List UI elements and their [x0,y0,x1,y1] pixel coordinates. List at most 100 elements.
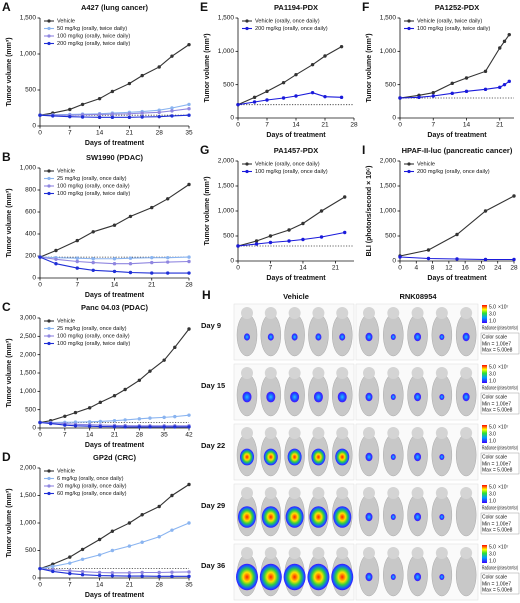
data-point [68,569,72,573]
signal [414,572,422,582]
scale-box [480,332,520,355]
mouse-head [336,547,349,559]
mouse-head [411,547,424,559]
mouse-head [411,307,424,319]
data-point [464,89,469,94]
data-point [323,54,327,58]
data-point [265,98,269,102]
mouse-head [387,307,400,319]
mouse-head [411,427,424,439]
legend-marker [47,169,51,173]
color-bar [482,485,487,503]
data-point [187,42,191,47]
y-tick-label: 0 [32,275,36,282]
signal [365,392,373,402]
color-bar-tick: 3.0 [489,431,496,437]
signal [390,514,396,520]
data-point [98,419,103,424]
data-point [137,425,142,429]
signal [439,454,445,460]
data-point [170,106,174,110]
x-tick-label: 0 [38,582,42,589]
x-tick-label: 7 [431,122,435,129]
data-point [187,574,191,579]
data-point [127,81,132,86]
signal [390,334,396,340]
mouse-head [387,427,400,439]
data-point [150,260,154,265]
data-point [157,574,161,579]
legend-marker [407,162,411,166]
panel-letter: A [2,0,11,14]
signal [365,572,373,582]
y-tick-label: 1,000 [20,388,37,395]
legend-label: 6 mg/kg (orally, once daily) [57,476,124,482]
series-line [237,92,342,106]
color-bar-exponent: ×10⁷ [498,424,508,430]
data-point [287,228,291,232]
data-point [127,112,132,116]
signal [315,333,322,341]
legend-marker [407,26,411,31]
legend-label: Vehicle (orally, twice daily) [417,18,482,24]
x-tick-label: 0 [236,122,240,129]
mouse-head [435,367,448,379]
data-point [162,358,166,362]
mouse-head [241,547,253,559]
y-tick-label: 1,000 [20,520,37,527]
data-point [51,564,55,569]
legend-label: 25 mg/kg (orally, once daily) [57,176,127,182]
x-tick-label: 0 [38,432,42,439]
data-point [157,110,161,115]
data-point [140,513,144,517]
row-label: Day 29 [201,501,225,510]
data-point [97,570,102,575]
mouse-head [264,487,277,499]
panel-letter: F [362,0,369,14]
data-point [162,415,166,420]
x-tick-label: 21 [332,265,340,272]
signal [287,448,302,466]
signal [290,391,300,403]
x-tick-label: 21 [111,432,119,439]
data-point [38,566,42,571]
data-point [91,257,95,261]
y-tick-label: 200 [25,253,36,260]
signal [365,512,373,522]
data-point [110,89,115,94]
scale-max: Max = 5.00e8 [482,467,513,473]
y-tick-label: 1,500 [218,183,235,190]
data-point [123,418,127,422]
data-point [112,269,117,274]
data-point [98,424,103,429]
mouse [455,493,477,537]
x-tick-label: 28 [156,130,164,137]
x-axis-label: Days of treatment [427,275,487,282]
signal [439,394,445,400]
data-point [426,248,431,252]
scale-min: Min = 1.00e7 [482,521,511,527]
mouse-head [312,307,325,319]
data-point [80,115,85,119]
mouse-head [264,547,277,559]
legend-marker [47,334,51,338]
y-tick-label: 2,000 [380,158,397,165]
panel-letter: B [2,150,11,164]
data-point [426,256,431,261]
data-point [87,406,92,410]
legend-marker [47,19,51,23]
scale-title: Color scale [482,454,507,460]
scale-title: Color scale [482,334,507,340]
scale-title: Color scale [482,574,507,580]
color-bar-exponent: ×10⁷ [498,304,508,310]
x-tick-label: 21 [126,130,134,137]
data-point [123,387,127,392]
x-tick-label: 24 [494,265,502,272]
data-point [75,259,79,264]
color-bar [482,425,487,443]
mouse-head [264,307,277,319]
signal [331,563,354,591]
scale-box [480,572,520,595]
legend-label: 100 mg/kg (orally, once daily) [255,169,328,175]
data-point [310,90,315,95]
